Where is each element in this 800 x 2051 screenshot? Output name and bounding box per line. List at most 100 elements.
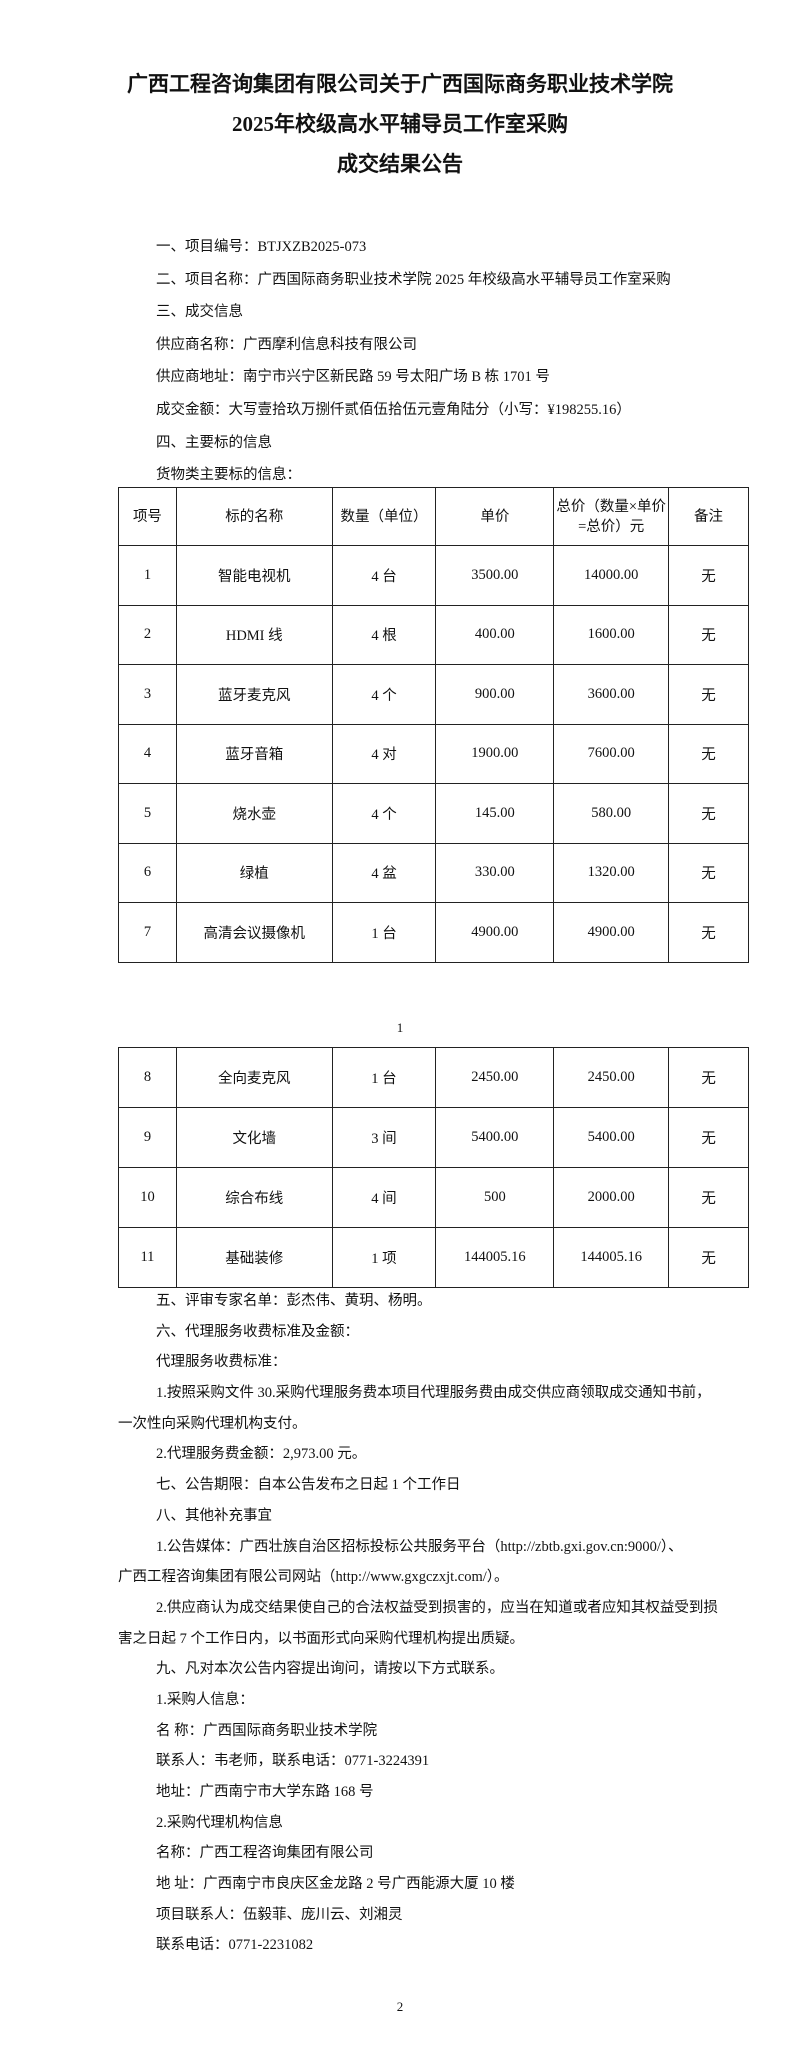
paragraph-line: 1.采购人信息： xyxy=(156,1691,254,1708)
table-cell: 综合布线 xyxy=(175,1167,333,1228)
column-header: 数量（单位） xyxy=(331,487,437,546)
table-cell: 4 xyxy=(118,723,177,784)
column-header: 备注 xyxy=(668,487,749,546)
paragraph-line: 1.公告媒体：广西壮族自治区招标投标公共服务平台（http://zbtb.gxi… xyxy=(156,1538,683,1555)
table-cell: 全向麦克风 xyxy=(175,1047,333,1108)
supplier-name: 供应商名称：广西摩利信息科技有限公司 xyxy=(156,336,417,353)
column-header: 单价 xyxy=(435,487,555,546)
table-cell: 3600.00 xyxy=(553,664,670,725)
paragraph-line: 2.代理服务费金额：2,973.00 元。 xyxy=(156,1446,367,1463)
table-cell: 基础装修 xyxy=(175,1227,333,1288)
table-cell: 无 xyxy=(668,1107,749,1168)
table-cell: 无 xyxy=(668,1167,749,1228)
table-cell: 无 xyxy=(668,664,749,725)
paragraph-line: 七、公告期限：自本公告发布之日起 1 个工作日 xyxy=(156,1477,461,1494)
table-cell: 900.00 xyxy=(435,664,555,725)
paragraph-line: 项目联系人：伍毅菲、庞川云、刘湘灵 xyxy=(156,1906,403,1923)
table-cell: 580.00 xyxy=(553,783,670,844)
table-cell: 11 xyxy=(118,1227,177,1288)
table-row: 4 蓝牙音箱 4 对 1900.00 7600.00 无 xyxy=(118,723,749,784)
table-cell: 绿植 xyxy=(175,842,333,903)
paragraph-line: 地 址：广西南宁市良庆区金龙路 2 号广西能源大厦 10 楼 xyxy=(156,1876,515,1893)
table-cell: 4 间 xyxy=(331,1167,437,1228)
table-cell: 7600.00 xyxy=(553,723,670,784)
table-cell: 无 xyxy=(668,1227,749,1288)
table-cell: 3500.00 xyxy=(435,545,555,606)
table-cell: 3 xyxy=(118,664,177,725)
table-cell: 5 xyxy=(118,783,177,844)
table-row: 5 烧水壶 4 个 145.00 580.00 无 xyxy=(118,783,749,844)
table-cell: 6 xyxy=(118,842,177,903)
table-cell: 蓝牙音箱 xyxy=(175,723,333,784)
table-cell: 1 台 xyxy=(331,902,437,963)
table-cell: 7 xyxy=(118,902,177,963)
body-section: 五、评审专家名单：彭杰伟、黄玥、杨明。 六、代理服务收费标准及金额： 代理服务收费标… xyxy=(118,1286,758,1961)
table-cell: 400.00 xyxy=(435,604,555,665)
paragraph-line: 地址：广西南宁市大学东路 168 号 xyxy=(156,1784,374,1800)
deal-amount: 成交金额：大写壹拾玖万捌仟贰佰伍拾伍元壹角陆分（小写：¥198255.16） xyxy=(156,401,631,418)
intro-section: 一、项目编号：BTJXZB2025-073 二、项目名称：广西国际商务职业技术学… xyxy=(118,231,758,492)
table-cell: 无 xyxy=(668,1047,749,1108)
table-cell: 无 xyxy=(668,545,749,606)
goods-label: 货物类主要标的信息： xyxy=(156,467,301,484)
table-row: 9 文化墙 3 间 5400.00 5400.00 无 xyxy=(118,1107,749,1168)
title-line-3: 成交结果公告 xyxy=(337,152,463,176)
table-cell: 无 xyxy=(668,604,749,665)
goods-table: 项号 标的名称 数量（单位） 单价 总价（数量×单价=总价）元 备注 1 智能电视… xyxy=(118,487,749,963)
title-line-1: 广西工程咨询集团有限公司关于广西国际商务职业技术学院 xyxy=(127,72,673,96)
paragraph-line: 名 称：广西国际商务职业技术学院 xyxy=(156,1722,378,1739)
paragraph-line: 九、凡对本次公告内容提出询问，请按以下方式联系。 xyxy=(156,1661,504,1678)
paragraph-line: 联系电话：0771-2231082 xyxy=(156,1937,314,1954)
paragraph-line: 五、评审专家名单：彭杰伟、黄玥、杨明。 xyxy=(156,1293,432,1309)
paragraph-line: 2.采购代理机构信息 xyxy=(156,1814,283,1831)
table-cell: 3 间 xyxy=(331,1107,437,1168)
table-cell: 9 xyxy=(118,1107,177,1168)
table-row: 8 全向麦克风 1 台 2450.00 2450.00 无 xyxy=(118,1047,749,1108)
table-cell: 14000.00 xyxy=(553,545,670,606)
table-cell: 蓝牙麦克风 xyxy=(175,664,333,725)
table-cell: 1900.00 xyxy=(435,723,555,784)
table-cell: 4900.00 xyxy=(435,902,555,963)
table-header-row: 项号 标的名称 数量（单位） 单价 总价（数量×单价=总价）元 备注 xyxy=(118,487,749,546)
project-name: 二、项目名称：广西国际商务职业技术学院 2025 年校级高水平辅导员工作室采购 xyxy=(156,271,671,288)
table-cell: 5400.00 xyxy=(435,1107,555,1168)
table-cell: 330.00 xyxy=(435,842,555,903)
paragraph-line: 1.按照采购文件 30.采购代理服务费本项目代理服务费由成交供应商领取成交通知书… xyxy=(156,1385,711,1402)
table-cell: 4 根 xyxy=(331,604,437,665)
table-cell: 智能电视机 xyxy=(175,545,333,606)
paragraph-line: 广西工程咨询集团有限公司网站（http://www.gxgczxjt.com/）… xyxy=(118,1569,509,1586)
goods-table-continued: 8 全向麦克风 1 台 2450.00 2450.00 无 9 文化墙 3 间 5400.00 54… xyxy=(118,1047,749,1288)
table-cell: 1 项 xyxy=(331,1227,437,1288)
table-cell: 500 xyxy=(435,1167,555,1228)
table-row: 6 绿植 4 盆 330.00 1320.00 无 xyxy=(118,842,749,903)
table-cell: 1320.00 xyxy=(553,842,670,903)
table-cell: 1600.00 xyxy=(553,604,670,665)
paragraph-line: 2.供应商认为成交结果使自己的合法权益受到损害的，应当在知道或者应知其权益受到损 xyxy=(156,1599,718,1616)
table-cell: 4 个 xyxy=(331,783,437,844)
table-cell: 4 个 xyxy=(331,664,437,725)
table-cell: 10 xyxy=(118,1167,177,1228)
title-line-2: 2025年校级高水平辅导员工作室采购 xyxy=(232,112,568,136)
paragraph-line: 联系人：韦老师，联系电话：0771-3224391 xyxy=(156,1753,430,1770)
table-cell: 145.00 xyxy=(435,783,555,844)
paragraph-line: 六、代理服务收费标准及金额： xyxy=(156,1323,359,1340)
table-cell: 1 xyxy=(118,545,177,606)
page-number: 2 xyxy=(396,1999,404,2014)
table-row: 7 高清会议摄像机 1 台 4900.00 4900.00 无 xyxy=(118,902,749,963)
page-number: 1 xyxy=(396,1020,404,1035)
table-cell: 无 xyxy=(668,723,749,784)
table-row: 10 综合布线 4 间 500 2000.00 无 xyxy=(118,1167,749,1228)
column-header: 标的名称 xyxy=(175,487,333,546)
table-cell: 高清会议摄像机 xyxy=(175,902,333,963)
table-cell: 2450.00 xyxy=(553,1047,670,1108)
table-cell: 2000.00 xyxy=(553,1167,670,1228)
paragraph-line: 害之日起 7 个工作日内，以书面形式向采购代理机构提出质疑。 xyxy=(118,1630,524,1647)
table-cell: 144005.16 xyxy=(435,1227,555,1288)
table-cell: 8 xyxy=(118,1047,177,1108)
table-cell: 4900.00 xyxy=(553,902,670,963)
paragraph-line: 名称：广西工程咨询集团有限公司 xyxy=(156,1845,374,1862)
table-cell: HDMI 线 xyxy=(175,604,333,665)
table-row: 3 蓝牙麦克风 4 个 900.00 3600.00 无 xyxy=(118,664,749,725)
table-cell: 4 对 xyxy=(331,723,437,784)
